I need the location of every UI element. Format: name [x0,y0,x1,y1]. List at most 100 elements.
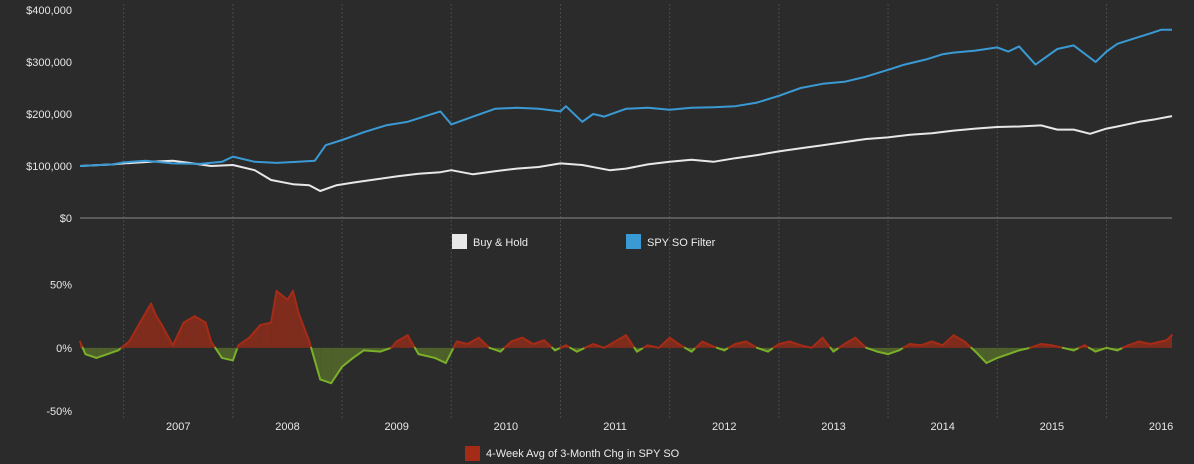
y-tick-label: -50% [46,406,72,418]
series-line-segment-negative [231,346,239,362]
series-line-segment-positive [614,334,627,343]
series-line-segment-negative [1007,349,1021,356]
series-line-segment-positive [821,336,832,349]
series-line-segment-positive [193,315,207,324]
series-line-segment-positive [559,344,567,349]
legend-label-spy-so-change: 4-Week Avg of 3-Month Chg in SPY SO [486,448,680,460]
y-tick-label: 0% [56,343,72,355]
area-segment-negative [997,347,1009,358]
legend-swatch-spy-so-change [465,446,480,461]
series-line-segment-positive [1039,343,1053,347]
series-line-segment-negative [319,378,333,385]
x-tick-label: 2016 [1149,421,1173,433]
series-line-segment-positive [455,340,469,346]
series-line-segment-negative [569,346,578,353]
legend-label-spy-so-filter: SPY SO Filter [647,237,716,249]
legend-item-buy-hold[interactable]: Buy & Hold [452,234,528,249]
area-segment-positive [511,337,523,348]
series-line-segment-negative [330,365,344,385]
series-line-segment-positive [930,340,944,347]
series-line-segment-positive [584,343,595,349]
series-line-segment-positive [395,334,409,343]
series-line-segment-negative [1018,346,1032,352]
series-line-segment-negative [985,356,999,364]
series-line-segment-negative [220,356,234,362]
y-tick-label: $300,000 [26,57,72,69]
series-line-segment-positive [843,336,857,346]
series-line-segment-positive [902,343,911,349]
series-line-segment-positive [1078,344,1086,349]
series-line-segment-positive [788,340,802,347]
series-line-segment-positive [694,340,704,349]
series-line-segment-positive [701,340,715,348]
series-line-segment-negative [1061,346,1075,352]
area-segment-positive [276,290,288,348]
series-line-segment-positive [952,334,966,343]
series-line-segment-positive [777,340,791,346]
series-line-segment-negative [214,346,223,359]
series-line-segment-positive [745,340,759,349]
series-line-buy-hold [79,115,1173,192]
series-line-segment-positive [477,336,491,349]
series-line-segment-positive [237,336,251,347]
area-segment-negative [418,347,435,358]
y-tick-label: $0 [60,213,72,225]
series-line-segment-negative [554,346,562,352]
series-line-segment-positive [592,343,606,349]
series-line-segment-positive [297,311,311,343]
series-line-segment-negative [683,346,693,353]
series-line-segment-positive [182,315,196,324]
legend-swatch-buy-hold [452,234,467,249]
series-line-segment-negative [84,353,98,359]
series-line-segment-negative [1088,346,1097,353]
series-line-segment-negative [81,346,87,356]
series-line-segment-positive [908,343,922,347]
series-line-segment-positive [772,343,780,349]
series-line-segment-positive [668,336,682,347]
series-line-segment-positive [466,336,480,346]
series-line-segment-positive [155,315,163,327]
series-line-segment-positive [1050,344,1064,349]
area-segment-positive [271,290,277,348]
series-line-segment-positive [1149,340,1163,346]
legend-item-spy-so-filter[interactable]: SPY SO Filter [626,234,716,249]
area-segment-positive [194,316,206,348]
series-line-segment-negative [310,346,322,381]
series-line-segment-positive [275,289,289,301]
series-line-segment-negative [635,346,645,353]
legend-item-spy-so-change[interactable]: 4-Week Avg of 3-Month Chg in SPY SO [465,446,680,461]
series-line-segment-negative [996,353,1010,359]
series-line-segment-positive [919,340,933,347]
series-line-segment-positive [503,340,513,349]
series-line-segment-positive [941,334,955,347]
series-line-segment-positive [603,340,617,349]
series-line-segment-negative [95,353,109,359]
series-line-segment-negative [413,346,420,356]
series-line-segment-negative [433,356,447,364]
x-axis: 2007 2008 2009 2010 2011 2012 2013 2014 2015 2016 [166,421,1173,433]
area-segment-positive [1166,335,1172,348]
series-line-segment-positive [837,343,846,349]
area-segment-positive [140,303,151,348]
x-tick-label: 2014 [930,421,954,433]
x-tick-label: 2013 [821,421,845,433]
y-tick-label: $100,000 [26,161,72,173]
series-line-segment-positive [543,339,554,349]
y-tick-label: $200,000 [26,109,72,121]
area-segment-negative [96,347,108,358]
series-line-segment-positive [1127,340,1141,347]
series-line-segment-positive [160,324,174,347]
series-line-segment-positive [625,334,636,349]
series-line-segment-positive [854,336,868,349]
area-segment-negative [331,347,343,384]
equity-panel: $0 $100,000 $200,000 $300,000 $400,000 [26,5,1173,225]
series-line-segment-positive [799,344,813,349]
series-line-segment-positive [810,336,824,349]
series-line-segment-negative [1116,346,1124,352]
area-segment-negative [85,347,97,358]
series-line-segment-positive [1165,334,1173,342]
series-line-segment-negative [756,346,769,353]
legend-label-buy-hold: Buy & Hold [473,237,528,249]
series-line-segment-positive [1121,344,1130,349]
